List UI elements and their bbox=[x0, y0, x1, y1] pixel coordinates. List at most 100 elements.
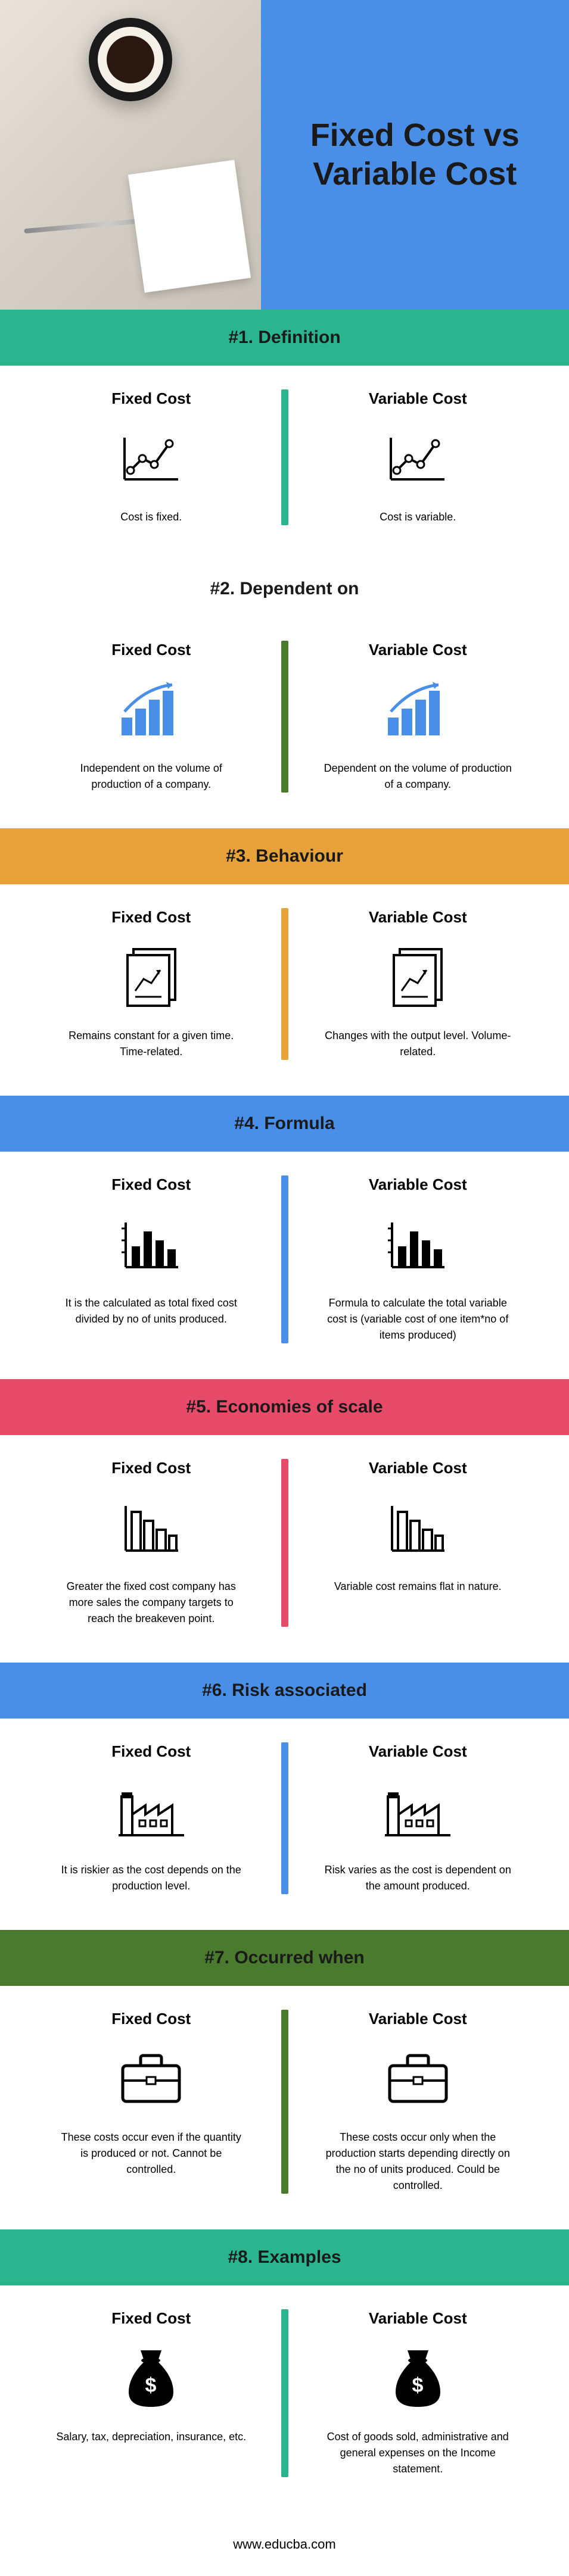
icon-right bbox=[309, 1209, 528, 1280]
bars-axis-icon bbox=[385, 1217, 450, 1273]
section-title: #6. Risk associated bbox=[0, 1663, 569, 1719]
briefcase-icon bbox=[117, 2051, 185, 2107]
money-bag-icon: $ bbox=[123, 2347, 179, 2410]
svg-text:$: $ bbox=[145, 2374, 157, 2397]
variable-cost-text: Variable cost remains flat in nature. bbox=[322, 1579, 513, 1595]
fixed-cost-col: Fixed Cost It is riskier as the cost dep… bbox=[18, 1742, 285, 1894]
variable-cost-label: Variable Cost bbox=[309, 1459, 528, 1477]
bar-arrow-icon bbox=[116, 682, 187, 738]
fixed-cost-text: It is the calculated as total fixed cost… bbox=[56, 1295, 247, 1327]
variable-cost-col: Variable Cost Variable cost remains flat… bbox=[285, 1459, 552, 1627]
icon-left bbox=[42, 1492, 261, 1564]
header-photo bbox=[0, 0, 261, 310]
comparison-row: Fixed Cost It is riskier as the cost dep… bbox=[0, 1719, 569, 1930]
line-chart-icon bbox=[119, 432, 184, 485]
icon-right bbox=[309, 423, 528, 494]
variable-cost-text: Risk varies as the cost is dependent on … bbox=[322, 1862, 513, 1894]
fixed-cost-label: Fixed Cost bbox=[42, 2309, 261, 2328]
fixed-cost-label: Fixed Cost bbox=[42, 1459, 261, 1477]
icon-left bbox=[42, 2043, 261, 2115]
money-bag-icon: $ bbox=[390, 2347, 446, 2410]
bar-arrow-icon bbox=[382, 682, 453, 738]
factory-icon bbox=[382, 1782, 453, 1841]
briefcase-icon bbox=[384, 2051, 452, 2107]
section-1: #1. Definition Fixed Cost Cost is fixed.… bbox=[0, 310, 569, 561]
variable-cost-text: Formula to calculate the total variable … bbox=[322, 1295, 513, 1343]
icon-right bbox=[309, 2043, 528, 2115]
fixed-cost-label: Fixed Cost bbox=[42, 1175, 261, 1194]
fixed-cost-text: Cost is fixed. bbox=[56, 509, 247, 525]
divider bbox=[281, 2309, 288, 2477]
fixed-cost-text: Salary, tax, depreciation, insurance, et… bbox=[56, 2429, 247, 2445]
variable-cost-label: Variable Cost bbox=[309, 2309, 528, 2328]
section-8: #8. Examples Fixed Cost $ Salary, tax, d… bbox=[0, 2229, 569, 2513]
divider bbox=[281, 641, 288, 793]
fixed-cost-text: Independent on the volume of production … bbox=[56, 760, 247, 793]
section-7: #7. Occurred when Fixed Cost These costs… bbox=[0, 1930, 569, 2229]
icon-right bbox=[309, 941, 528, 1013]
bars-desc-icon bbox=[385, 1500, 450, 1557]
icon-left: $ bbox=[42, 2343, 261, 2414]
coffee-cup-icon bbox=[89, 18, 172, 101]
variable-cost-col: Variable Cost Cost is variable. bbox=[285, 389, 552, 525]
fixed-cost-text: Remains constant for a given time. Time-… bbox=[56, 1028, 247, 1060]
variable-cost-col: Variable Cost Formula to calculate the t… bbox=[285, 1175, 552, 1343]
variable-cost-label: Variable Cost bbox=[309, 908, 528, 927]
document-chart-icon bbox=[385, 946, 450, 1009]
comparison-row: Fixed Cost These costs occur even if the… bbox=[0, 1986, 569, 2229]
variable-cost-text: Cost is variable. bbox=[322, 509, 513, 525]
paper-icon bbox=[128, 160, 250, 292]
sections-container: #1. Definition Fixed Cost Cost is fixed.… bbox=[0, 310, 569, 2513]
section-6: #6. Risk associated Fixed Cost It is ris… bbox=[0, 1663, 569, 1930]
fixed-cost-col: Fixed Cost Remains constant for a given … bbox=[18, 908, 285, 1060]
section-title: #1. Definition bbox=[0, 310, 569, 366]
variable-cost-label: Variable Cost bbox=[309, 1175, 528, 1194]
fixed-cost-col: Fixed Cost Greater the fixed cost compan… bbox=[18, 1459, 285, 1627]
variable-cost-label: Variable Cost bbox=[309, 641, 528, 659]
icon-left bbox=[42, 674, 261, 746]
icon-left bbox=[42, 423, 261, 494]
fixed-cost-label: Fixed Cost bbox=[42, 641, 261, 659]
section-title: #7. Occurred when bbox=[0, 1930, 569, 1986]
section-title: #4. Formula bbox=[0, 1096, 569, 1152]
variable-cost-col: Variable Cost $ Cost of goods sold, admi… bbox=[285, 2309, 552, 2477]
comparison-row: Fixed Cost It is the calculated as total… bbox=[0, 1152, 569, 1379]
fixed-cost-col: Fixed Cost Cost is fixed. bbox=[18, 389, 285, 525]
section-title: #2. Dependent on bbox=[0, 561, 569, 617]
comparison-row: Fixed Cost Remains constant for a given … bbox=[0, 884, 569, 1096]
divider bbox=[281, 1459, 288, 1627]
divider bbox=[281, 389, 288, 525]
header: Fixed Cost vs Variable Cost bbox=[0, 0, 569, 310]
variable-cost-col: Variable Cost These costs occur only whe… bbox=[285, 2010, 552, 2194]
icon-right bbox=[309, 1492, 528, 1564]
variable-cost-label: Variable Cost bbox=[309, 389, 528, 408]
fixed-cost-col: Fixed Cost $ Salary, tax, depreciation, … bbox=[18, 2309, 285, 2477]
variable-cost-label: Variable Cost bbox=[309, 1742, 528, 1761]
factory-icon bbox=[116, 1782, 187, 1841]
section-title: #5. Economies of scale bbox=[0, 1379, 569, 1435]
page-title: Fixed Cost vs Variable Cost bbox=[285, 116, 546, 194]
footer-url: www.educba.com bbox=[0, 2513, 569, 2576]
section-5: #5. Economies of scale Fixed Cost Greate… bbox=[0, 1379, 569, 1663]
line-chart-icon bbox=[385, 432, 450, 485]
variable-cost-text: Changes with the output level. Volume-re… bbox=[322, 1028, 513, 1060]
divider bbox=[281, 1742, 288, 1894]
fixed-cost-col: Fixed Cost Independent on the volume of … bbox=[18, 641, 285, 793]
bars-desc-icon bbox=[119, 1500, 184, 1557]
icon-right bbox=[309, 1776, 528, 1847]
fixed-cost-label: Fixed Cost bbox=[42, 1742, 261, 1761]
comparison-row: Fixed Cost Cost is fixed. Variable Cost bbox=[0, 366, 569, 561]
fixed-cost-label: Fixed Cost bbox=[42, 2010, 261, 2028]
icon-left bbox=[42, 941, 261, 1013]
divider bbox=[281, 908, 288, 1060]
comparison-row: Fixed Cost $ Salary, tax, depreciation, … bbox=[0, 2285, 569, 2513]
fixed-cost-label: Fixed Cost bbox=[42, 908, 261, 927]
bars-axis-icon bbox=[119, 1217, 184, 1273]
divider bbox=[281, 2010, 288, 2194]
section-2: #2. Dependent on Fixed Cost Independent … bbox=[0, 561, 569, 828]
icon-left bbox=[42, 1209, 261, 1280]
section-4: #4. Formula Fixed Cost It is the calcula… bbox=[0, 1096, 569, 1379]
variable-cost-text: These costs occur only when the producti… bbox=[322, 2129, 513, 2194]
fixed-cost-col: Fixed Cost These costs occur even if the… bbox=[18, 2010, 285, 2194]
comparison-row: Fixed Cost Greater the fixed cost compan… bbox=[0, 1435, 569, 1663]
